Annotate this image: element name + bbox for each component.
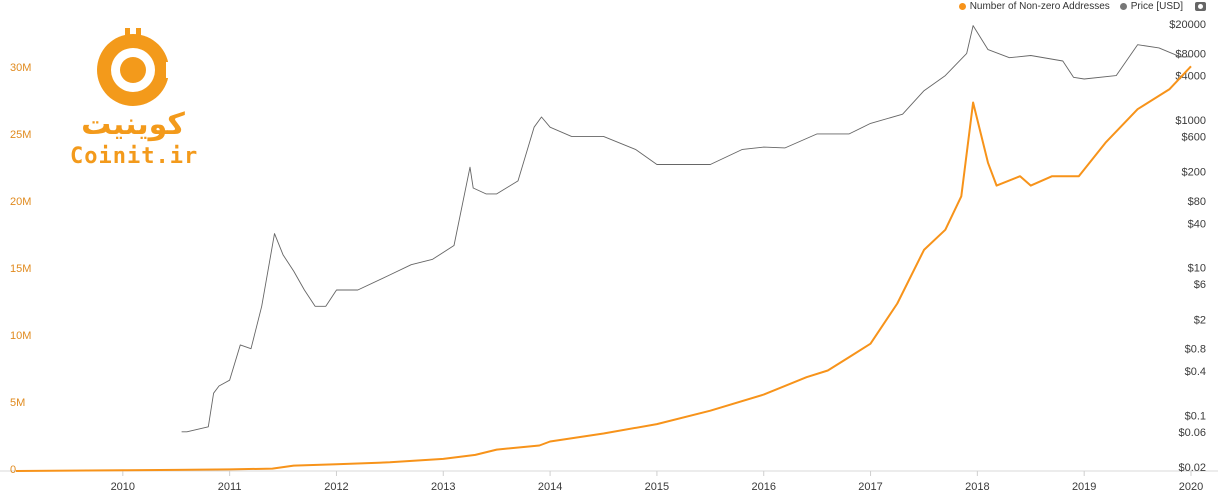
- x-tick-label: 2014: [538, 481, 562, 493]
- left-tick-label: 0: [10, 464, 16, 476]
- x-tick-label: 2020: [1179, 481, 1203, 493]
- right-tick-label: $1000: [1175, 115, 1206, 127]
- legend-item-addresses[interactable]: Number of Non-zero Addresses: [958, 0, 1110, 12]
- left-tick-label: 5M: [10, 397, 25, 409]
- x-tick-label: 2016: [751, 481, 775, 493]
- price-dot-icon: [1119, 2, 1127, 10]
- left-tick-label: 10M: [10, 330, 31, 342]
- left-tick-label: 20M: [10, 196, 31, 208]
- x-tick-label: 2017: [858, 481, 882, 493]
- right-tick-label: $20000: [1169, 19, 1206, 31]
- left-tick-label: 25M: [10, 129, 31, 141]
- x-tick-label: 2013: [431, 481, 455, 493]
- logo-persian-text: کوینیت: [81, 107, 185, 142]
- camera-icon[interactable]: [1195, 1, 1206, 11]
- addresses-series-line: [15, 65, 1192, 472]
- right-tick-label: $200: [1182, 167, 1206, 179]
- right-tick-label: $0.1: [1185, 410, 1206, 422]
- coin-logo-icon: [97, 28, 180, 106]
- x-tick-label: 2018: [965, 481, 989, 493]
- x-tick-label: 2010: [111, 481, 135, 493]
- x-tick-label: 2015: [645, 481, 669, 493]
- logo-domain-text: Coinit.ir: [70, 144, 199, 169]
- series-lines: [15, 25, 1192, 472]
- x-axis: 2010 2011 2012 2013 2014 2015 2016 2017 2018 2019…: [111, 471, 1203, 493]
- x-tick-label: 2012: [324, 481, 348, 493]
- right-tick-label: $10: [1188, 263, 1206, 275]
- right-tick-label: $80: [1188, 196, 1206, 208]
- right-tick-label: $0.8: [1185, 344, 1206, 356]
- right-tick-label: $6: [1194, 279, 1206, 291]
- coinit-logo: کوینیت Coinit.ir: [70, 26, 199, 174]
- right-tick-label: $0.06: [1178, 427, 1206, 439]
- right-tick-label: $600: [1182, 131, 1206, 143]
- right-tick-label: $40: [1188, 218, 1206, 230]
- legend-item-price[interactable]: Price [USD]: [1119, 0, 1183, 12]
- left-axis: 0 5M 10M 15M 20M 25M 30M: [10, 62, 31, 476]
- right-axis: $20000$8000$4000$1000$600$200$80$40$10$6…: [1169, 19, 1206, 474]
- left-tick-label: 15M: [10, 263, 31, 275]
- left-tick-label: 30M: [10, 62, 31, 74]
- legend-price-label: Price [USD]: [1130, 0, 1183, 12]
- right-tick-label: $8000: [1175, 48, 1206, 60]
- addresses-dot-icon: [958, 2, 966, 10]
- chart-legend: Number of Non-zero Addresses Price [USD]: [958, 0, 1206, 12]
- x-tick-label: 2011: [218, 481, 242, 493]
- right-tick-label: $0.4: [1185, 366, 1206, 378]
- right-tick-label: $2: [1194, 314, 1206, 326]
- right-tick-label: $0.02: [1178, 462, 1206, 474]
- legend-addresses-label: Number of Non-zero Addresses: [969, 0, 1110, 12]
- x-tick-label: 2019: [1072, 481, 1096, 493]
- price-series-line: [181, 25, 1191, 433]
